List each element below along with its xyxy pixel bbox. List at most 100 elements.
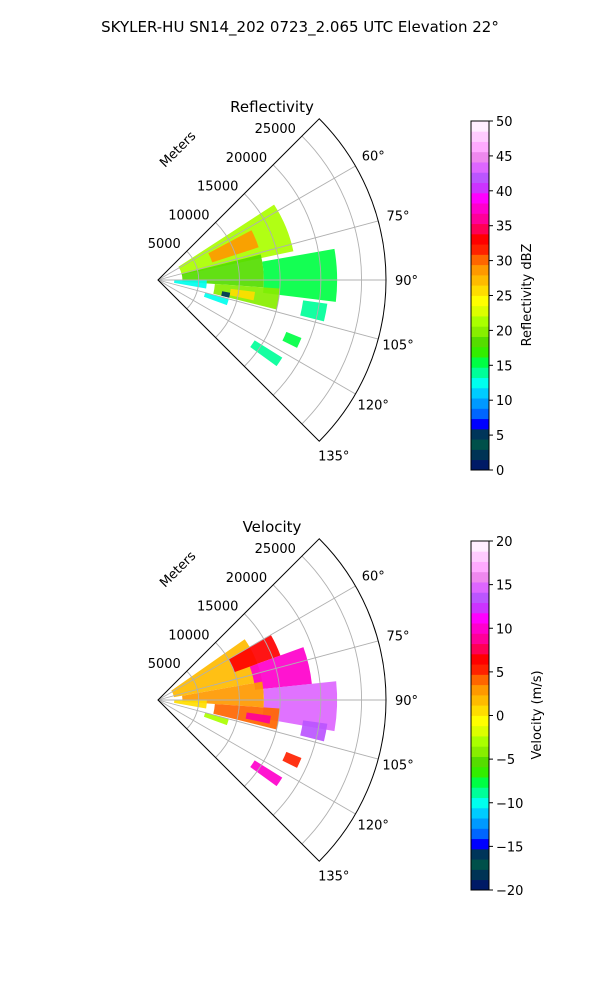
azimuth-gridline	[157, 165, 356, 281]
colorbar-swatch	[471, 777, 489, 788]
azimuth-gridline	[157, 699, 379, 760]
colorbar-swatch	[471, 541, 489, 552]
velocity-echo-layer	[171, 634, 338, 787]
colorbar-swatch	[471, 705, 489, 716]
colorbar-tick-label: 10	[496, 394, 513, 409]
colorbar-swatch	[471, 172, 489, 183]
colorbar-swatch	[471, 326, 489, 337]
colorbar-swatch	[471, 274, 489, 286]
colorbar-swatch	[471, 418, 489, 430]
echo-region	[300, 720, 328, 742]
colorbar-swatch	[471, 213, 489, 225]
colorbar-swatch	[471, 346, 489, 358]
colorbar-tick-label: 5	[496, 429, 504, 444]
azimuth-gridline	[157, 699, 356, 815]
colorbar-tick-label: −20	[496, 884, 523, 899]
colorbar-swatch	[471, 766, 489, 778]
reflectivity-panel-title: Reflectivity	[230, 98, 314, 116]
colorbar-swatch	[471, 182, 489, 194]
colorbar-swatch	[471, 121, 489, 132]
colorbar-swatch	[471, 244, 489, 255]
colorbar-tick-label: 0	[496, 464, 504, 479]
colorbar-swatch	[471, 141, 489, 153]
colorbar-swatch	[471, 561, 489, 573]
colorbar-swatch	[471, 879, 489, 891]
echo-region	[203, 712, 229, 726]
colorbar-tick-label: 15	[496, 579, 513, 594]
wedge-frame	[157, 118, 387, 442]
colorbar-swatch	[471, 807, 489, 819]
velocity-colorbar-label: Velocity (m/s)	[530, 670, 545, 759]
colorbar-swatch	[471, 571, 489, 583]
reflectivity-range-axis-label: Meters	[157, 129, 199, 171]
colorbar-swatch	[471, 357, 489, 368]
colorbar-tick-label: 20	[496, 535, 513, 550]
colorbar-swatch	[471, 398, 489, 409]
echo-region	[228, 634, 281, 673]
colorbar-swatch	[471, 859, 489, 870]
colorbar-swatch	[471, 285, 489, 296]
colorbar-tick-label: 15	[496, 359, 513, 374]
colorbar-swatch	[471, 305, 489, 317]
colorbar-swatch	[471, 828, 489, 840]
colorbar-swatch	[471, 715, 489, 727]
colorbar-swatch	[471, 838, 489, 850]
echo-region	[262, 681, 338, 732]
colorbar-swatch	[471, 725, 489, 737]
echo-region	[262, 248, 338, 302]
colorbar-swatch	[471, 336, 489, 348]
colorbar-swatch	[471, 439, 489, 450]
range-tick-label: 10000	[168, 628, 209, 643]
azimuth-tick-label: 60°	[362, 150, 385, 165]
colorbar-swatch	[471, 869, 489, 881]
colorbar-swatch	[471, 203, 489, 214]
colorbar-swatch	[471, 151, 489, 163]
colorbar-swatch	[471, 408, 489, 420]
echo-region	[282, 751, 302, 768]
colorbar-tick-label: 10	[496, 622, 513, 637]
echo-region	[229, 288, 255, 301]
echo-region	[250, 760, 283, 787]
range-tick-label: 20000	[226, 151, 267, 166]
colorbar-tick-label: 35	[496, 220, 513, 235]
azimuth-tick-label: 105°	[382, 338, 413, 353]
velocity-polar-grid: 5000 10000 15000 20000 25000 60° 75° 90° 105° 120…	[148, 538, 418, 885]
azimuth-gridline	[157, 220, 379, 281]
colorbar-swatch	[471, 254, 489, 266]
echo-region	[250, 340, 283, 367]
colorbar-tick-label: 50	[496, 115, 513, 130]
reflectivity-echo-layer	[174, 204, 338, 367]
colorbar-swatch	[471, 295, 489, 307]
colorbar-tick-label: −5	[496, 753, 515, 768]
colorbar-swatch	[471, 192, 489, 204]
colorbar-swatch	[471, 848, 489, 860]
colorbar-swatch	[471, 623, 489, 634]
velocity-range-axis-label: Meters	[157, 549, 199, 591]
colorbar-tick-label: −10	[496, 797, 523, 812]
azimuth-gridline	[157, 279, 356, 395]
azimuth-gridline	[157, 585, 356, 701]
range-tick-label: 10000	[168, 208, 209, 223]
colorbar-swatch	[471, 602, 489, 614]
colorbar-swatch	[471, 818, 489, 829]
range-tick-label: 15000	[197, 180, 238, 195]
colorbar-swatch	[471, 377, 489, 389]
colorbar-swatch	[471, 316, 489, 327]
colorbar-tick-label: 40	[496, 185, 513, 200]
range-tick-label: 25000	[255, 122, 296, 137]
azimuth-tick-label: 75°	[387, 210, 410, 225]
colorbar-swatch	[471, 684, 489, 696]
colorbar-swatch	[471, 736, 489, 747]
colorbar-swatch	[471, 664, 489, 675]
echo-region	[174, 280, 207, 289]
colorbar-swatch	[471, 428, 489, 440]
range-tick-label: 25000	[255, 542, 296, 557]
azimuth-tick-label: 135°	[318, 450, 349, 465]
colorbar-swatch	[471, 787, 489, 799]
azimuth-tick-label: 105°	[382, 758, 413, 773]
colorbar-swatch	[471, 746, 489, 757]
colorbar-swatch	[471, 633, 489, 645]
colorbar-tick-label: 25	[496, 290, 513, 305]
figure-title: SKYLER-HU SN14_202 0723_2.065 UTC Elevat…	[101, 18, 499, 37]
colorbar-swatch	[471, 653, 489, 665]
